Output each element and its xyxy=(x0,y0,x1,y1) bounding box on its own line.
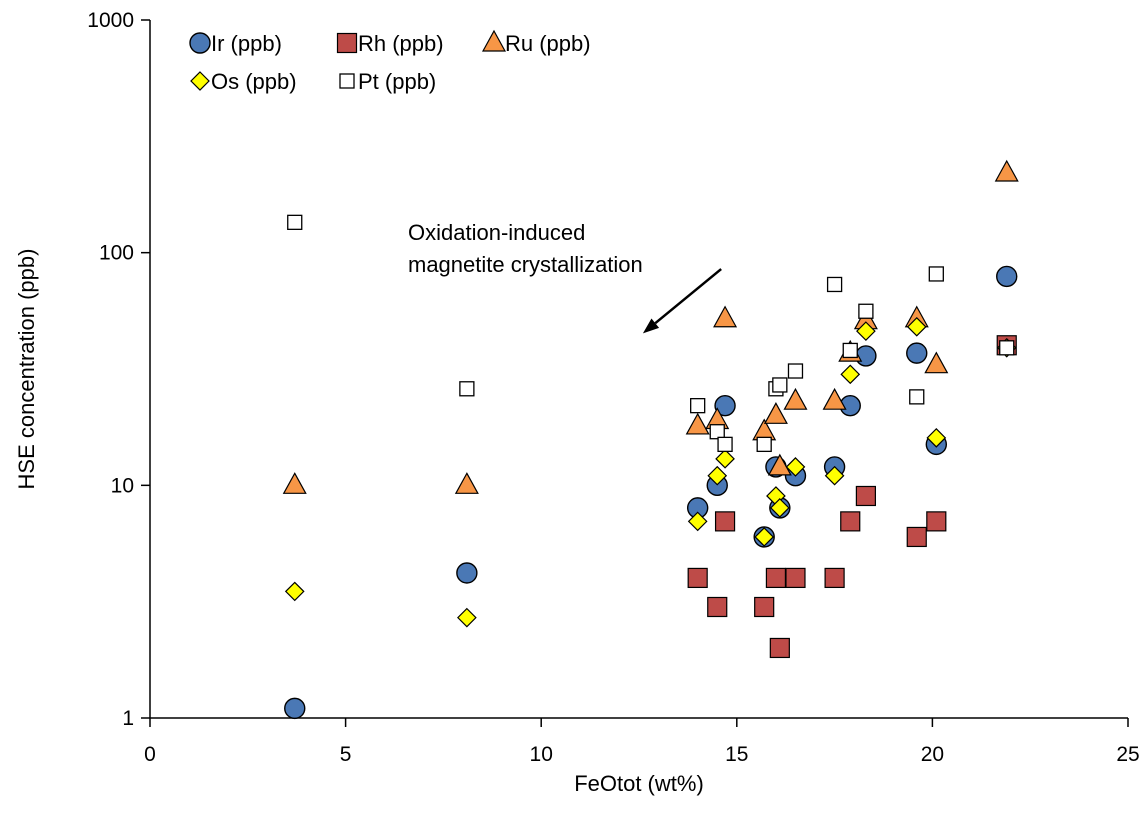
legend-item: Rh (ppb) xyxy=(336,31,444,56)
data-point xyxy=(754,527,775,547)
data-point xyxy=(687,567,708,589)
series-rh xyxy=(687,335,1017,659)
data-point xyxy=(840,364,861,385)
data-point xyxy=(714,511,736,532)
data-point xyxy=(824,567,845,589)
data-point xyxy=(787,363,804,379)
x-tick-label: 0 xyxy=(144,743,156,766)
x-tick-label: 15 xyxy=(725,743,748,766)
data-point xyxy=(714,394,736,417)
data-point xyxy=(717,436,733,453)
legend-label: Ru (ppb) xyxy=(505,31,591,56)
x-tick-label: 25 xyxy=(1116,743,1139,766)
legend-label: Ir (ppb) xyxy=(211,31,282,56)
data-point xyxy=(707,465,728,486)
series-ir xyxy=(284,265,1018,720)
legend-item: Ru (ppb) xyxy=(481,29,591,56)
data-point xyxy=(715,448,735,469)
data-point xyxy=(769,637,790,659)
legend-marker xyxy=(189,32,211,54)
annotation: Oxidation-induced magnetite crystallizat… xyxy=(408,220,722,334)
data-point xyxy=(282,472,307,494)
legend-marker xyxy=(339,73,355,89)
data-point xyxy=(457,607,477,628)
data-point xyxy=(765,567,787,589)
y-tick-label: 1 xyxy=(122,707,134,730)
data-point xyxy=(459,381,475,397)
data-point xyxy=(996,265,1018,288)
data-point xyxy=(858,303,874,319)
data-point xyxy=(687,511,708,532)
y-axis-title: HSE concentration (ppb) xyxy=(14,249,39,490)
legend-label: Os (ppb) xyxy=(211,69,297,94)
x-ticks: 0 5 10 15 20 25 xyxy=(144,718,1140,766)
data-point xyxy=(822,387,847,410)
series-os xyxy=(284,316,1017,628)
y-ticks: 1 10 100 1000 xyxy=(87,9,150,730)
data-point xyxy=(454,472,479,494)
data-point xyxy=(709,424,725,440)
legend-marker xyxy=(481,29,507,52)
data-point xyxy=(824,465,845,486)
legend-marker xyxy=(190,71,210,91)
x-axis-title: FeOtot (wt%) xyxy=(574,771,704,796)
y-tick-label: 1000 xyxy=(87,9,134,32)
data-point xyxy=(287,214,303,230)
data-point xyxy=(763,402,788,424)
series-pt xyxy=(287,214,1015,453)
y-tick-label: 10 xyxy=(111,474,134,497)
data-point xyxy=(856,321,876,341)
data-point xyxy=(999,340,1015,356)
legend-item: Ir (ppb) xyxy=(189,31,282,56)
legend-item: Os (ppb) xyxy=(190,69,297,94)
data-point xyxy=(785,567,806,589)
legend-label: Pt (ppb) xyxy=(358,69,436,94)
data-point xyxy=(924,351,949,374)
data-point xyxy=(909,389,925,405)
y-tick-label: 100 xyxy=(99,242,134,265)
data-point xyxy=(785,457,806,477)
legend-label: Rh (ppb) xyxy=(358,31,444,56)
data-point xyxy=(783,387,808,410)
data-points xyxy=(282,159,1019,720)
data-point xyxy=(994,159,1019,182)
annotation-line-1: Oxidation-induced xyxy=(408,220,585,245)
x-tick-label: 20 xyxy=(921,743,944,766)
data-point xyxy=(456,562,478,584)
data-point xyxy=(756,436,772,453)
legend: Ir (ppb) Rh (ppb) Ru (ppb) Os (ppb) Pt (ppb) xyxy=(189,29,591,94)
axes: 0 5 10 15 20 25 1 10 100 1000 xyxy=(87,9,1139,766)
data-point xyxy=(690,398,706,414)
data-point xyxy=(928,266,944,282)
data-point xyxy=(840,511,861,532)
data-point xyxy=(769,498,790,518)
data-point xyxy=(707,596,728,618)
x-tick-label: 5 xyxy=(340,743,352,766)
data-point xyxy=(713,305,738,328)
data-point xyxy=(926,427,947,448)
data-point xyxy=(284,697,306,720)
data-point xyxy=(906,316,927,337)
x-tick-label: 10 xyxy=(530,743,553,766)
data-point xyxy=(754,596,775,618)
data-point xyxy=(906,526,927,548)
data-point xyxy=(826,276,843,293)
annotation-line-2: magnetite crystallization xyxy=(408,252,643,277)
annotation-arrow xyxy=(654,268,722,325)
data-point xyxy=(855,485,876,507)
data-point xyxy=(906,342,928,364)
legend-marker xyxy=(336,32,358,54)
legend-item: Pt (ppb) xyxy=(339,69,436,94)
data-point xyxy=(926,511,947,532)
data-point xyxy=(767,453,792,476)
data-point xyxy=(772,377,788,393)
data-point xyxy=(842,342,858,359)
data-point xyxy=(284,581,305,602)
annotation-arrowhead xyxy=(642,318,660,334)
data-point xyxy=(685,412,710,435)
